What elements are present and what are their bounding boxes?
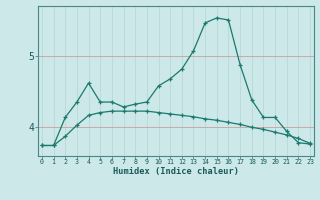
X-axis label: Humidex (Indice chaleur): Humidex (Indice chaleur) (113, 167, 239, 176)
